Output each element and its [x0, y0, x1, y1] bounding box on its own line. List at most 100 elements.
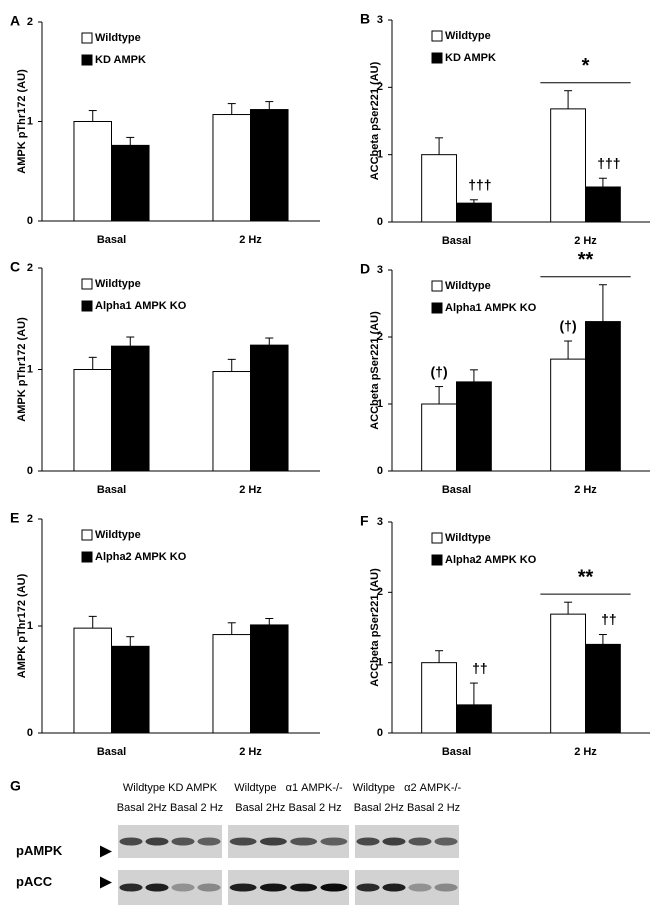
- blot-band: [229, 883, 257, 892]
- bar: [111, 345, 150, 472]
- legend-swatch: [81, 529, 93, 541]
- legend-swatch: [431, 52, 443, 64]
- legend-swatch: [431, 280, 443, 292]
- legend-label: Alpha2 AMPK KO: [95, 551, 187, 563]
- legend-swatch: [81, 300, 93, 312]
- y-tick-label: 2: [27, 513, 33, 525]
- y-tick-label: 1: [377, 149, 383, 161]
- y-tick-label: 0: [27, 727, 33, 739]
- panel-label: F: [360, 513, 369, 529]
- y-tick-label: 1: [27, 620, 33, 632]
- x-tick-label: Basal: [442, 484, 471, 496]
- y-tick-label: 1: [27, 115, 33, 127]
- significance-label: **: [578, 566, 594, 588]
- y-tick-label: 3: [377, 14, 383, 26]
- legend-swatch: [431, 532, 443, 544]
- bar: [421, 403, 458, 472]
- x-tick-label: Basal: [97, 484, 126, 496]
- annotation: (†): [431, 363, 448, 379]
- blot-group-label: Wildtype α2 AMPK-/-: [353, 782, 462, 794]
- y-tick-label: 3: [377, 516, 383, 528]
- panel-label: E: [10, 510, 19, 526]
- bar: [421, 154, 458, 223]
- bar: [212, 634, 251, 734]
- y-axis-label: AMPK pThr172 (AU): [16, 573, 28, 678]
- legend-label: Wildtype: [95, 278, 141, 290]
- blot-band: [356, 883, 380, 892]
- blot-band: [197, 837, 221, 846]
- legend-label: Alpha2 AMPK KO: [445, 554, 537, 566]
- panel-label: A: [10, 13, 20, 29]
- blot-band: [320, 837, 348, 846]
- blot-lane-labels: Basal 2Hz Basal 2 Hz: [117, 802, 223, 814]
- bar: [456, 381, 492, 472]
- bar: [250, 109, 289, 222]
- x-tick-label: 2 Hz: [239, 746, 262, 758]
- blot-band: [434, 883, 458, 892]
- bar: [250, 624, 289, 734]
- x-tick-label: Basal: [442, 746, 471, 758]
- y-tick-label: 1: [377, 657, 383, 669]
- annotation: †††: [468, 176, 491, 192]
- blot-band: [259, 883, 287, 892]
- bar: [73, 369, 112, 472]
- y-axis-label: ACCbeta pSer221 (AU): [369, 61, 381, 180]
- blot-lane-labels: Basal 2Hz Basal 2 Hz: [235, 802, 341, 814]
- blot-band: [145, 837, 169, 846]
- blot-band: [171, 883, 195, 892]
- significance-label: *: [582, 55, 590, 77]
- bar: [73, 627, 112, 734]
- significance-label: **: [578, 249, 594, 271]
- blot-arrow: [100, 845, 112, 858]
- panel-label: C: [10, 259, 20, 275]
- y-tick-label: 0: [27, 215, 33, 227]
- blot-group-label: Wildtype KD AMPK: [123, 782, 218, 794]
- blot-band: [259, 837, 287, 846]
- bar: [550, 358, 586, 472]
- legend-label: Wildtype: [445, 280, 491, 292]
- y-tick-label: 1: [27, 363, 33, 375]
- y-tick-label: 0: [377, 216, 383, 228]
- blot-band: [408, 837, 432, 846]
- blot-band: [356, 837, 380, 846]
- bar: [111, 645, 150, 734]
- panel-label: G: [10, 778, 21, 794]
- legend-label: Wildtype: [445, 532, 491, 544]
- legend-swatch: [81, 551, 93, 563]
- blot-band: [382, 883, 406, 892]
- bar: [212, 114, 251, 222]
- y-axis-label: AMPK pThr172 (AU): [16, 69, 28, 174]
- bar: [73, 121, 112, 222]
- bar: [456, 704, 492, 734]
- bar: [550, 108, 586, 223]
- bar: [456, 202, 492, 223]
- blot-row-label: pACC: [16, 874, 53, 889]
- bar: [111, 144, 150, 222]
- blot-band: [290, 883, 318, 892]
- x-tick-label: Basal: [97, 234, 126, 246]
- x-tick-label: 2 Hz: [239, 234, 262, 246]
- blot-arrow: [100, 876, 112, 889]
- y-tick-label: 2: [377, 586, 383, 598]
- legend-label: KD AMPK: [95, 54, 146, 66]
- blot-band: [382, 837, 406, 846]
- y-axis-label: ACCbeta pSer221 (AU): [369, 568, 381, 687]
- bar: [585, 643, 621, 734]
- blot-lane-labels: Basal 2Hz Basal 2 Hz: [354, 802, 460, 814]
- annotation: ††: [601, 611, 617, 627]
- bar: [550, 613, 586, 734]
- bar: [250, 344, 289, 472]
- blot-band: [145, 883, 169, 892]
- y-tick-label: 2: [377, 81, 383, 93]
- panel-label: B: [360, 11, 370, 27]
- annotation: †††: [597, 155, 620, 171]
- blot-band: [290, 837, 318, 846]
- blot-group-label: Wildtype α1 AMPK-/-: [234, 782, 343, 794]
- y-axis-label: AMPK pThr172 (AU): [16, 317, 28, 422]
- y-tick-label: 2: [27, 262, 33, 274]
- y-axis-label: ACCbeta pSer221 (AU): [369, 311, 381, 430]
- blot-band: [229, 837, 257, 846]
- blot-band: [197, 883, 221, 892]
- legend-label: Wildtype: [95, 529, 141, 541]
- legend-label: Alpha1 AMPK KO: [95, 300, 187, 312]
